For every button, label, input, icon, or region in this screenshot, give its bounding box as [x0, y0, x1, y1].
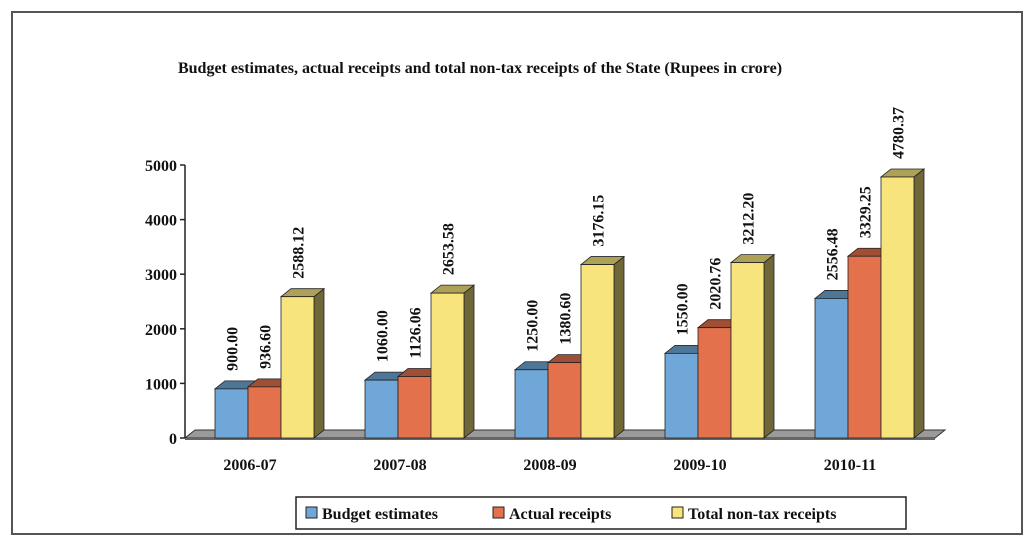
bar-side: [313, 287, 325, 439]
legend-swatch: [492, 506, 505, 519]
bar: [697, 327, 732, 439]
data-label: 1126.06: [408, 307, 425, 358]
bar: [514, 369, 549, 439]
legend-label: Actual receipts: [509, 506, 611, 523]
data-label: 1380.60: [558, 293, 575, 345]
data-label: 2653.58: [441, 223, 458, 275]
bar-side: [613, 255, 625, 439]
y-tick-label: 4000: [145, 213, 177, 230]
data-label: 1060.00: [375, 310, 392, 362]
data-label: 1550.00: [675, 283, 692, 335]
x-tick-label: 2007-08: [373, 457, 426, 474]
bar: [247, 386, 282, 439]
bar: [580, 264, 615, 439]
bar-side: [463, 284, 475, 439]
legend-swatch: [305, 506, 318, 519]
data-label: 3176.15: [591, 195, 608, 247]
data-label: 2588.12: [291, 227, 308, 279]
bar: [847, 255, 882, 439]
bar: [397, 376, 432, 439]
legend-label: Total non-tax receipts: [688, 506, 836, 523]
bar: [664, 352, 699, 439]
bar-side: [763, 253, 775, 439]
legend-swatch: [671, 506, 684, 519]
x-tick-label: 2010-11: [824, 457, 876, 474]
y-tick-label: 1000: [145, 376, 177, 393]
bar: [280, 296, 315, 439]
x-tick-label: 2006-07: [223, 457, 276, 474]
bar: [547, 362, 582, 439]
data-label: 4780.37: [891, 107, 908, 159]
data-label: 936.60: [258, 325, 275, 369]
chart-title: Budget estimates, actual receipts and to…: [177, 60, 783, 77]
x-tick-label: 2008-09: [523, 457, 576, 474]
legend-box: [295, 496, 907, 530]
y-tick-label: 2000: [145, 322, 177, 339]
bar-side: [913, 168, 925, 439]
floor-edge: [185, 438, 935, 440]
legend-label: Budget estimates: [322, 506, 438, 523]
x-tick-label: 2009-10: [673, 457, 726, 474]
data-label: 3329.25: [858, 186, 875, 238]
bar: [880, 176, 915, 439]
data-label: 2020.76: [708, 258, 725, 310]
bar: [214, 388, 249, 439]
data-label: 3212.20: [741, 193, 758, 245]
data-label: 900.00: [225, 327, 242, 371]
bar: [430, 292, 465, 439]
bar: [364, 379, 399, 439]
bar: [730, 262, 765, 439]
bar: [814, 298, 849, 439]
y-tick-label: 5000: [145, 158, 177, 175]
y-tick-label: 3000: [145, 267, 177, 284]
data-label: 2556.48: [825, 228, 842, 280]
y-tick-label: 0: [169, 431, 177, 448]
data-label: 1250.00: [525, 300, 542, 352]
